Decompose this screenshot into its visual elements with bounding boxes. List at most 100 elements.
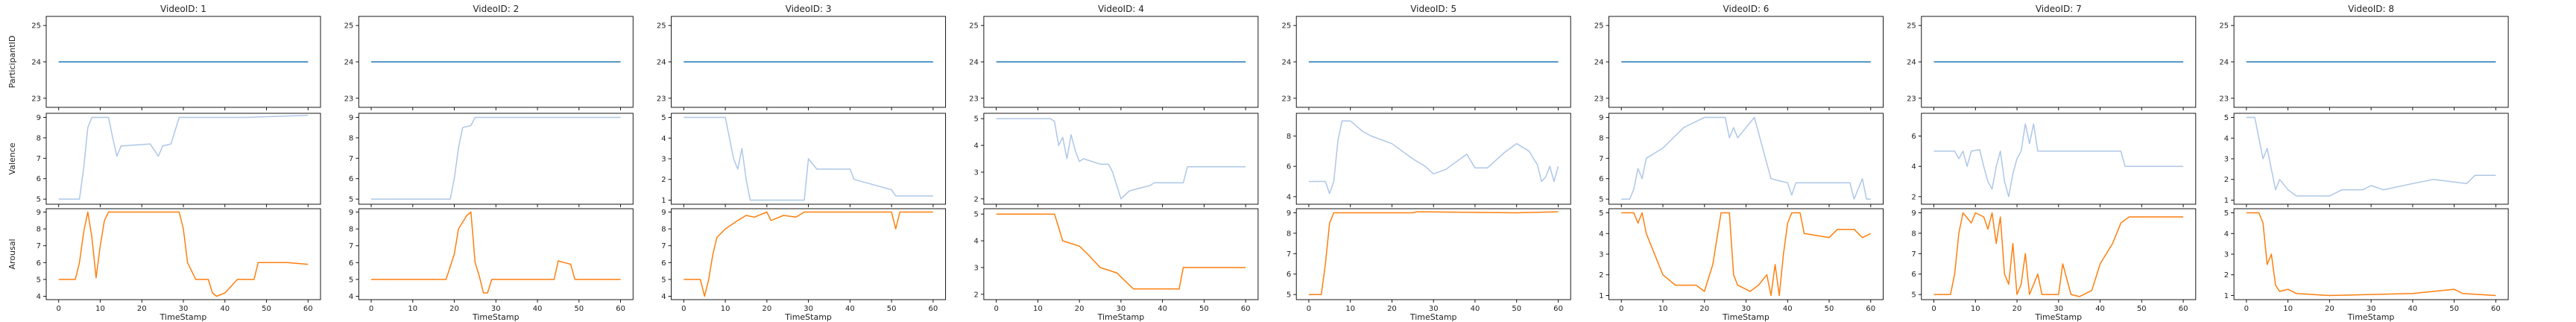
y-tick-label: 5 bbox=[661, 276, 666, 284]
arousal-line bbox=[996, 213, 1246, 290]
y-tick-label: 3 bbox=[974, 168, 979, 177]
axes-valence: 1 2 3 4 5 bbox=[661, 113, 947, 207]
y-tick-label: 7 bbox=[1599, 155, 1603, 163]
y-tick-label: 2 bbox=[2224, 271, 2229, 280]
arousal-line bbox=[58, 211, 309, 297]
x-tick-label: 40 bbox=[1158, 305, 1167, 313]
y-tick-label: 2 bbox=[2224, 176, 2229, 184]
x-tick-label: 10 bbox=[1345, 305, 1355, 313]
valence-line bbox=[2246, 116, 2496, 197]
x-tick-label: 10 bbox=[95, 305, 105, 313]
y-tick-label: 25 bbox=[1594, 22, 1604, 31]
y-tick-label: 6 bbox=[1911, 271, 1916, 279]
y-tick-label: 4 bbox=[661, 293, 666, 301]
y-tick-label: 5 bbox=[37, 276, 41, 284]
axes-participant: 23 24 25 bbox=[657, 16, 947, 110]
y-tick-label: 8 bbox=[349, 226, 353, 234]
y-tick-label: 8 bbox=[1911, 230, 1916, 238]
arousal-line bbox=[371, 211, 621, 294]
y-tick-label: 1 bbox=[2224, 292, 2229, 300]
y-tick-label: 8 bbox=[1599, 134, 1603, 142]
y-tick-label: 3 bbox=[2224, 156, 2229, 164]
y-tick-label: 23 bbox=[1594, 95, 1604, 103]
subplot-title: VideoID: 8 bbox=[2348, 4, 2394, 14]
x-tick-label: 60 bbox=[929, 305, 938, 313]
x-tick-label: 10 bbox=[1658, 305, 1668, 313]
y-tick-label: 7 bbox=[1287, 250, 1291, 259]
x-tick-label: 50 bbox=[887, 305, 897, 313]
y-tick-label: 8 bbox=[1287, 133, 1291, 141]
y-tick-label: 8 bbox=[37, 226, 41, 234]
x-tick-label: 40 bbox=[2095, 305, 2105, 313]
y-tick-label: 7 bbox=[37, 242, 41, 250]
y-tick-label: 3 bbox=[974, 264, 979, 272]
y-tick-label: 3 bbox=[1599, 251, 1603, 259]
subplot-title: VideoID: 6 bbox=[1723, 4, 1770, 14]
subplot-video-5: VideoID: 5 23 24 25 4 6 8 5 6 7 8 9 0 10 20 30 40 50 60 Tim… bbox=[1281, 4, 1571, 322]
axes-participant: 23 24 25 ParticipantID bbox=[7, 16, 321, 110]
x-axis-label: TimeStamp bbox=[2347, 312, 2395, 322]
y-tick-label: 23 bbox=[344, 95, 354, 103]
axes-arousal: 4 5 6 7 8 9 0 10 20 30 40 50 60 Arousal bbox=[7, 208, 321, 313]
y-tick-label: 6 bbox=[661, 259, 666, 268]
valence-line bbox=[1621, 116, 1871, 200]
x-tick-label: 20 bbox=[449, 305, 459, 313]
y-tick-label: 7 bbox=[37, 155, 41, 163]
y-tick-label: 3 bbox=[661, 156, 666, 164]
axes-frame bbox=[2233, 208, 2509, 300]
y-tick-label: 2 bbox=[974, 195, 979, 203]
y-tick-label: 2 bbox=[1599, 271, 1603, 280]
x-tick-label: 0 bbox=[1307, 305, 1311, 313]
y-tick-label: 5 bbox=[2224, 209, 2229, 218]
y-tick-label: 7 bbox=[349, 242, 353, 250]
x-axis-label: TimeStamp bbox=[1097, 312, 1145, 322]
y-tick-label: 24 bbox=[344, 59, 354, 67]
axes-valence: 1 2 3 4 5 bbox=[2224, 113, 2509, 207]
y-tick-label: 6 bbox=[1911, 133, 1916, 141]
subplot-title: VideoID: 7 bbox=[2036, 4, 2082, 14]
subplot-title: VideoID: 4 bbox=[1098, 4, 1144, 14]
x-axis-label: TimeStamp bbox=[1409, 312, 1457, 322]
axes-participant: 23 24 25 bbox=[1281, 16, 1571, 110]
y-tick-label: 7 bbox=[661, 242, 666, 250]
x-tick-label: 40 bbox=[220, 305, 230, 313]
y-tick-label: 9 bbox=[1287, 209, 1291, 218]
y-tick-label: 24 bbox=[969, 59, 979, 67]
y-tick-label: 8 bbox=[349, 134, 353, 142]
x-tick-label: 50 bbox=[1512, 305, 1521, 313]
y-tick-label: 4 bbox=[974, 142, 979, 151]
x-axis-label: TimeStamp bbox=[1722, 312, 1770, 322]
x-tick-label: 30 bbox=[179, 305, 189, 313]
y-tick-label: 4 bbox=[661, 135, 666, 143]
axes-participant: 23 24 25 bbox=[2219, 16, 2509, 110]
y-tick-label: 9 bbox=[349, 114, 353, 122]
axes-frame bbox=[1609, 208, 1884, 300]
axes-frame bbox=[358, 208, 634, 300]
x-tick-label: 10 bbox=[2283, 305, 2293, 313]
x-tick-label: 20 bbox=[1075, 305, 1085, 313]
axes-frame bbox=[983, 208, 1259, 300]
x-tick-label: 10 bbox=[721, 305, 730, 313]
y-tick-label: 24 bbox=[1281, 59, 1291, 67]
y-tick-label: 6 bbox=[1287, 163, 1291, 171]
y-tick-label: 6 bbox=[37, 259, 41, 268]
y-tick-label: 24 bbox=[31, 59, 41, 67]
x-axis-label: TimeStamp bbox=[2034, 312, 2082, 322]
y-tick-label: 5 bbox=[1599, 209, 1603, 218]
x-tick-label: 20 bbox=[1387, 305, 1397, 313]
y-tick-label: 25 bbox=[1907, 22, 1916, 31]
x-tick-label: 20 bbox=[2012, 305, 2022, 313]
x-tick-label: 50 bbox=[2137, 305, 2147, 313]
valence-line bbox=[58, 114, 309, 200]
y-tick-label: 9 bbox=[37, 209, 41, 217]
valence-line bbox=[1933, 123, 2184, 198]
x-tick-label: 60 bbox=[2491, 305, 2501, 313]
y-tick-label: 24 bbox=[1594, 59, 1604, 67]
subplot-title: VideoID: 2 bbox=[473, 4, 519, 14]
x-tick-label: 50 bbox=[1199, 305, 1209, 313]
axes-frame bbox=[1921, 113, 2197, 205]
x-tick-label: 40 bbox=[533, 305, 543, 313]
y-tick-label: 24 bbox=[657, 59, 666, 67]
